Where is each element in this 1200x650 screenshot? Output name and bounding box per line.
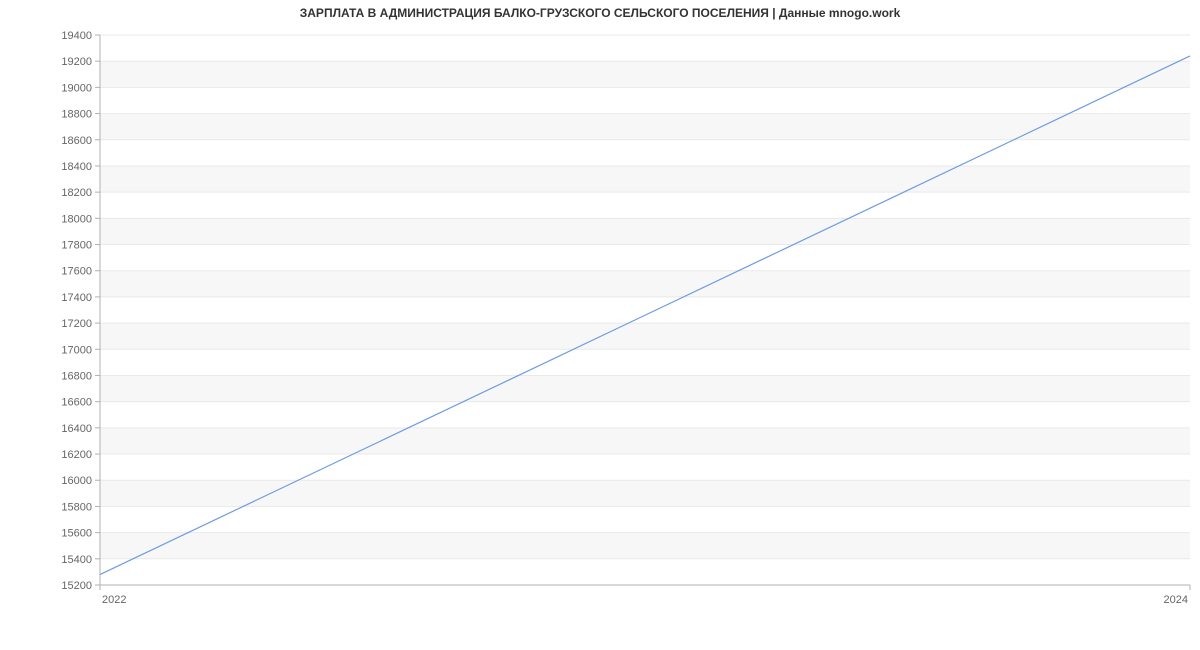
y-tick-label: 18600 bbox=[61, 135, 92, 147]
x-tick-label: 2022 bbox=[102, 594, 126, 606]
y-tick-label: 16200 bbox=[61, 449, 92, 461]
y-tick-label: 16400 bbox=[61, 423, 92, 435]
y-tick-label: 16000 bbox=[61, 475, 92, 487]
y-tick-label: 17400 bbox=[61, 292, 92, 304]
y-tick-label: 15800 bbox=[61, 501, 92, 513]
x-tick-label: 2024 bbox=[1164, 594, 1188, 606]
y-tick-label: 18000 bbox=[61, 213, 92, 225]
y-tick-label: 17800 bbox=[61, 240, 92, 252]
y-tick-label: 18800 bbox=[61, 109, 92, 121]
y-tick-label: 18400 bbox=[61, 161, 92, 173]
y-tick-label: 17200 bbox=[61, 318, 92, 330]
y-tick-label: 19000 bbox=[61, 82, 92, 94]
y-tick-label: 15600 bbox=[61, 528, 92, 540]
y-tick-label: 16600 bbox=[61, 397, 92, 409]
y-tick-label: 15200 bbox=[61, 580, 92, 592]
y-tick-label: 19200 bbox=[61, 56, 92, 68]
line-chart: 15200 15400 15600 15800 16000 16200 16400 16600… bbox=[0, 20, 1200, 640]
y-tick-label: 17000 bbox=[61, 344, 92, 356]
y-tick-label: 19400 bbox=[61, 30, 92, 42]
y-tick-label: 17600 bbox=[61, 266, 92, 278]
chart-title: ЗАРПЛАТА В АДМИНИСТРАЦИЯ БАЛКО-ГРУЗСКОГО… bbox=[0, 0, 1200, 20]
chart-svg: 15200 15400 15600 15800 16000 16200 16400 16600… bbox=[0, 20, 1200, 640]
y-tick-label: 15400 bbox=[61, 554, 92, 566]
y-tick-label: 16800 bbox=[61, 370, 92, 382]
y-tick-label: 18200 bbox=[61, 187, 92, 199]
